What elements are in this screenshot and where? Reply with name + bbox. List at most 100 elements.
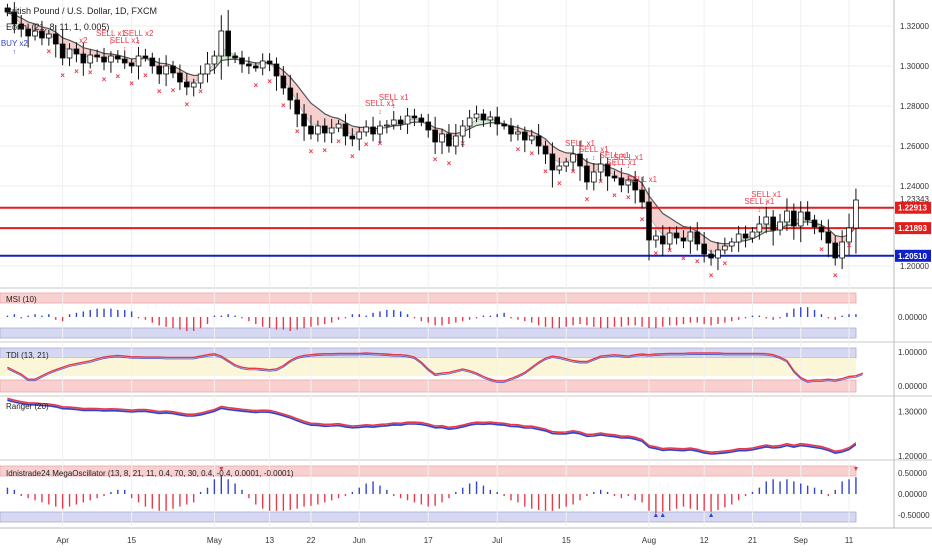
oscillator-tick-label: 1.20000 [898, 452, 927, 461]
mega-buy-triangle: ▲ [659, 512, 666, 519]
sell-arrow: ↕ [592, 155, 596, 162]
sell-cross-marker: × [654, 249, 659, 258]
candle-up [218, 30, 225, 57]
time-tick-label: Jun [353, 536, 366, 545]
sell-cross-marker: × [447, 159, 452, 168]
pane-labels: British Pound / U.S. Dollar, 1D, FXCM Eo… [6, 6, 294, 478]
time-tick-label: Aug [642, 536, 656, 545]
candle-up [204, 63, 211, 75]
candle-down [618, 177, 625, 186]
buy-arrow: ↑ [13, 49, 17, 56]
candle-down [266, 60, 273, 65]
sell-arrow: ↕ [627, 163, 631, 170]
time-tick-label: 15 [562, 536, 571, 545]
cloud-segment [559, 150, 567, 163]
msi-pane-label: MSI (10) [6, 295, 37, 304]
candle-down [639, 189, 645, 203]
candle-down [121, 58, 128, 64]
candle-down [425, 121, 432, 131]
candle-up [563, 161, 570, 167]
candle-up [335, 123, 342, 129]
candle-up [728, 241, 735, 247]
sell-cross-marker: × [143, 71, 148, 80]
candles [4, 2, 859, 271]
sell-cross-marker: × [350, 152, 355, 161]
sell-cross-marker: × [336, 137, 341, 146]
sell-cross-marker: × [157, 87, 162, 96]
candle-up [211, 55, 218, 65]
sell-cross-marker: × [640, 215, 645, 224]
time-tick-label: Apr [56, 536, 69, 545]
candle-up [377, 125, 383, 135]
candle-up [846, 227, 852, 243]
candle-up [597, 163, 604, 173]
price-tag-text: 1.22913 [898, 204, 927, 213]
candle-up [32, 30, 38, 37]
sell-cross-marker: × [598, 177, 603, 186]
candle-down [156, 65, 163, 75]
sell-arrow: ↕ [578, 149, 582, 156]
tdi-pane-label: TDI (13, 21) [6, 351, 49, 360]
sell-cross-marker: × [184, 100, 189, 109]
candle-down [177, 72, 183, 83]
sell-signal-label: SELL x1 [565, 139, 595, 148]
cloud-segment [469, 119, 477, 129]
candle-down [584, 165, 590, 183]
candle-down [397, 119, 404, 125]
sell-signal-label: SELL x2 [124, 29, 154, 38]
candle-up [473, 113, 480, 119]
horizontal-levels [0, 206, 894, 257]
sell-cross-marker: × [364, 140, 369, 149]
candle-down [280, 75, 287, 89]
oscillator-tick-label: 1.30000 [898, 407, 927, 416]
sell-cross-marker: × [681, 254, 686, 263]
candle-up [735, 233, 742, 243]
mega-buy-triangle: ▲ [708, 512, 715, 519]
price-tick-label: 1.30000 [900, 62, 929, 71]
candle-down [680, 237, 687, 242]
oscillator-tick-label: 1.00000 [898, 348, 927, 357]
candle-down [818, 226, 825, 233]
candle-up [570, 153, 576, 163]
candle-down [25, 28, 31, 37]
oscillator-tick-label: 0.00000 [898, 490, 927, 499]
candle-down [287, 87, 294, 101]
sell-arrow: ↕ [137, 39, 141, 46]
candle-down [142, 55, 149, 59]
price-tick-label: 1.20000 [900, 262, 929, 271]
sell-cross-marker: × [709, 271, 714, 280]
time-tick-label: 17 [424, 536, 433, 545]
candle-up [459, 125, 466, 137]
candle-down [522, 131, 528, 141]
ranger-pane-label: Ranger (20) [6, 402, 49, 411]
sell-signal-label: SELL x1 [751, 190, 781, 199]
sell-cross-marker: × [460, 139, 465, 148]
candle-down [832, 242, 839, 259]
candle-up [722, 245, 728, 251]
candle-down [252, 65, 259, 69]
sell-arrow: ↕ [123, 46, 127, 53]
buy-signal-label: BUY x2 [1, 39, 29, 48]
time-tick-label: 13 [265, 536, 274, 545]
candle-down [701, 243, 707, 255]
cloud-segment [283, 70, 291, 90]
sell-arrow: ↕ [82, 46, 86, 53]
sell-cross-marker: × [612, 191, 617, 200]
sell-cross-marker: × [267, 77, 272, 86]
candle-down [294, 99, 300, 115]
sell-arrow: ↕ [392, 103, 396, 110]
oscillator-tick-label: 0.50000 [898, 469, 927, 478]
sell-cross-marker: × [102, 75, 107, 84]
sell-arrow: ↕ [620, 168, 624, 175]
candle-up [190, 82, 197, 88]
price-axis: 1.32000 1.30000 1.28000 1.26000 1.24000 1.200… [895, 22, 931, 520]
sell-signal-label: SELL x1 [744, 197, 774, 206]
candle-down [308, 125, 314, 135]
mega-sell-triangle: ▼ [218, 466, 225, 473]
symbol-title: British Pound / U.S. Dollar, 1D, FXCM [6, 6, 157, 16]
mega-buy-triangle: ▲ [652, 512, 659, 519]
candle-down [59, 43, 66, 59]
sell-cross-marker: × [557, 179, 562, 188]
candle-down [273, 63, 280, 77]
